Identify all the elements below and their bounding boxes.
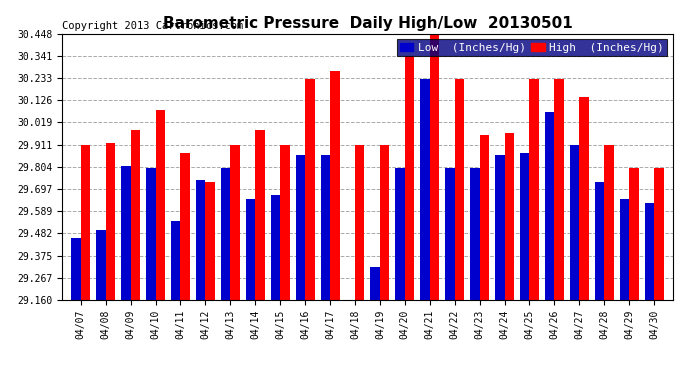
Bar <box>355 145 364 300</box>
Bar <box>620 199 629 300</box>
Bar <box>629 168 639 300</box>
Bar <box>321 155 330 300</box>
Bar <box>545 112 554 300</box>
Title: Barometric Pressure  Daily High/Low  20130501: Barometric Pressure Daily High/Low 20130… <box>163 16 572 31</box>
Bar <box>230 145 240 300</box>
Bar <box>395 168 405 300</box>
Bar <box>504 132 514 300</box>
Legend: Low  (Inches/Hg), High  (Inches/Hg): Low (Inches/Hg), High (Inches/Hg) <box>397 39 667 56</box>
Bar <box>196 180 206 300</box>
Bar <box>96 230 106 300</box>
Bar <box>455 79 464 300</box>
Bar <box>380 145 389 300</box>
Bar <box>130 130 140 300</box>
Bar <box>495 155 504 300</box>
Bar <box>295 155 305 300</box>
Bar <box>420 79 430 300</box>
Bar <box>470 168 480 300</box>
Bar <box>644 203 654 300</box>
Bar <box>330 70 339 300</box>
Bar <box>405 56 414 300</box>
Bar <box>270 195 280 300</box>
Bar <box>445 168 455 300</box>
Bar <box>71 238 81 300</box>
Bar <box>305 79 315 300</box>
Text: Copyright 2013 Cartronics.com: Copyright 2013 Cartronics.com <box>62 21 244 31</box>
Bar <box>255 130 265 300</box>
Bar <box>106 143 115 300</box>
Bar <box>480 135 489 300</box>
Bar <box>580 98 589 300</box>
Bar <box>604 145 613 300</box>
Bar <box>81 145 90 300</box>
Bar <box>181 153 190 300</box>
Bar <box>654 168 664 300</box>
Bar <box>520 153 529 300</box>
Bar <box>221 168 230 300</box>
Bar <box>595 182 604 300</box>
Bar <box>206 182 215 300</box>
Bar <box>371 267 380 300</box>
Bar <box>529 79 539 300</box>
Bar <box>155 110 165 300</box>
Bar <box>570 145 580 300</box>
Bar <box>280 145 290 300</box>
Bar <box>554 79 564 300</box>
Bar <box>430 33 440 300</box>
Bar <box>121 166 130 300</box>
Bar <box>171 222 181 300</box>
Bar <box>146 168 155 300</box>
Bar <box>246 199 255 300</box>
